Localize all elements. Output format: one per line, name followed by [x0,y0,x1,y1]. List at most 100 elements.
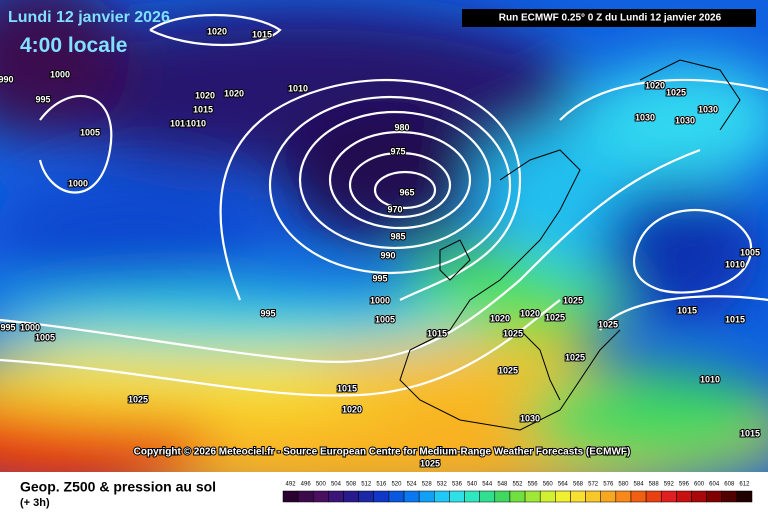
legend-label: 584 [634,482,645,488]
isobar-label: 1025 [498,365,518,375]
isobar-label: 1020 [207,26,227,36]
legend-swatch [388,490,405,503]
legend-swatch [509,490,526,503]
legend-swatch [645,490,662,503]
isobar-label: 1015 [337,383,357,393]
legend-swatch [585,490,601,503]
legend-swatch [615,490,632,503]
isobar-label: 1025 [565,352,585,362]
isobar-label: 1015 [252,29,272,39]
legend-swatch [403,490,420,503]
legend-swatch [721,490,738,503]
isobar-label: 1020 [490,313,510,323]
isobar-label: 970 [387,204,402,214]
legend-swatch [358,490,375,503]
legend-swatch [706,490,722,503]
legend-swatch [660,490,677,503]
legend-label: 572 [588,482,599,488]
isobar-label: 1010 [725,259,745,269]
isobar-label: 995 [35,94,50,104]
legend-label: 532 [437,482,448,488]
isobar-label: 1025 [545,312,565,322]
isobar-label: 975 [390,146,405,156]
isobar-label: 1020 [342,404,362,414]
isobar-label: 965 [399,187,414,197]
isobar-label: 1025 [666,87,686,97]
isobar-label: 995 [260,308,275,318]
legend-swatch [328,490,344,503]
legend-swatch [297,490,314,503]
legend-label: 612 [739,482,750,488]
legend-label: 576 [603,482,614,488]
legend-label: 552 [512,482,523,488]
legend-swatch [570,490,586,503]
isobar-label: 1015 [740,428,760,438]
isobar-label: 1000 [20,322,40,332]
isobar-label: 1025 [563,295,583,305]
legend-swatch [494,490,511,503]
isobar-label: 1030 [698,104,718,114]
legend-label: 524 [407,482,418,488]
isobar-label: 1025 [598,319,618,329]
isobar-label: 1020 [520,308,540,318]
legend-swatch [449,490,465,503]
legend-label: 580 [618,482,629,488]
legend-label: 520 [391,482,402,488]
legend-swatch [555,490,571,503]
isobar-label: 1020 [195,90,215,100]
isobar-label: 1020 [224,88,244,98]
isobar-label: 1005 [375,314,395,324]
isobar-label: 1005 [80,127,100,137]
legend-label: 544 [482,482,493,488]
isobar-label: 1010 [186,118,206,128]
legend: 492 496 500 504 508 512 516 520 524 528 532 536 540 5… [282,482,753,503]
legend-swatch [373,490,390,503]
legend-label: 516 [376,482,387,488]
legend-swatch [282,490,299,503]
legend-swatch [539,490,556,503]
date: Lundi 12 janvier 2026 [8,9,170,26]
isobar-label: 995 [372,273,387,283]
isobar-label: 990 [380,250,395,260]
isobar-label: 1025 [420,458,440,468]
legend-label: 500 [316,482,327,488]
time: 4:00 locale [20,34,127,57]
run-info: Run ECMWF 0.25° 0 Z du Lundi 12 janvier … [499,13,722,24]
legend-label: 492 [286,482,297,488]
isobar-label: 1020 [645,80,665,90]
legend-swatch [343,490,359,503]
isobar-label: 1010 [170,118,190,128]
legend-label: 608 [724,482,735,488]
isobar-label: 1025 [128,394,148,404]
legend-swatch [600,490,617,503]
legend-swatch [676,490,692,503]
isobar-label: 1000 [370,295,390,305]
legend-label: 496 [301,482,312,488]
isobar-label: 990 [0,74,14,84]
legend-label: 600 [694,482,705,488]
legend-swatch [464,490,480,503]
isobar-label: 995 [0,322,15,332]
isobar-label: 1025 [503,328,523,338]
legend-swatch [313,490,329,503]
isobar-label: 980 [394,122,409,132]
legend-label: 548 [497,482,508,488]
run-banner [462,9,756,27]
isobar-label: 1015 [725,314,745,324]
legend-label: 564 [558,482,569,488]
isobar-label: 1015 [193,104,213,114]
isobar-label: 1015 [677,305,697,315]
legend-label: 528 [422,482,433,488]
legend-label: 536 [452,482,463,488]
isobar-label: 1005 [35,332,55,342]
isobar-label: 1005 [740,247,760,257]
footer-subtitle: (+ 3h) [20,497,50,509]
legend-label: 604 [709,482,720,488]
legend-swatch [691,490,707,503]
legend-label: 568 [573,482,584,488]
legend-label: 596 [679,482,690,488]
isobar-label: 1030 [675,115,695,125]
